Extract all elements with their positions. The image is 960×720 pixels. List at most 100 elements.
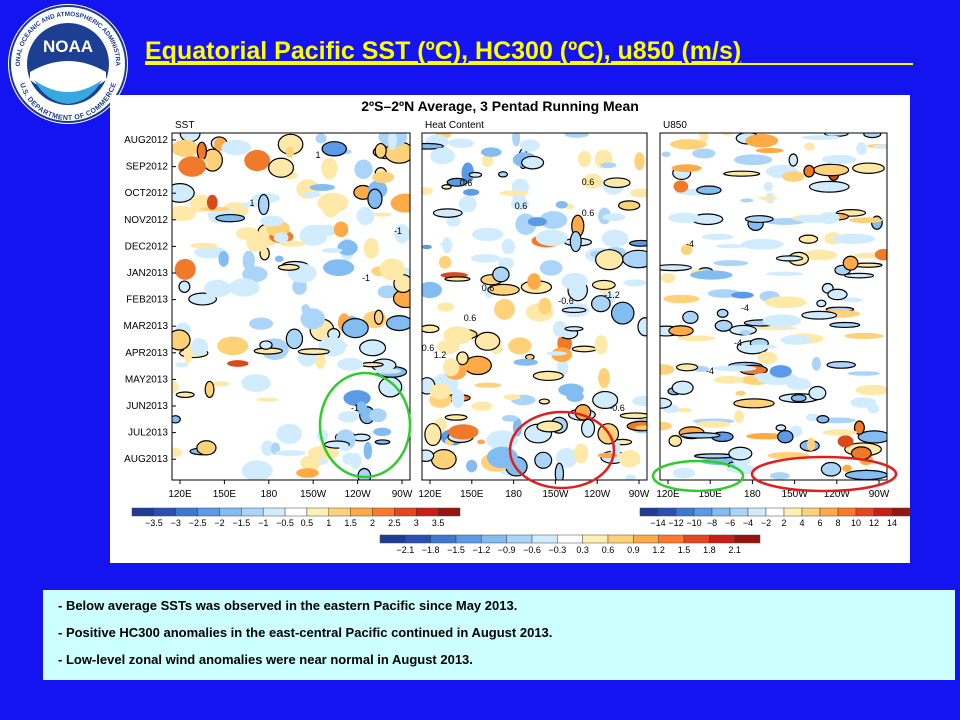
- contour-blob: [218, 250, 229, 267]
- contour-blob: [765, 271, 804, 276]
- colorbar-cell: [683, 534, 710, 544]
- colorbar-cell: [531, 534, 558, 544]
- contour-blob: [842, 255, 859, 271]
- contour-blob: [297, 348, 330, 356]
- colorbar-label: −0.5: [276, 518, 294, 528]
- contour-blob: [816, 299, 827, 308]
- contour-blob: [762, 314, 802, 328]
- contour-blob: [172, 381, 179, 394]
- contour-blob: [535, 229, 568, 247]
- contour-blob: [172, 139, 199, 157]
- time-label: FEB2013: [126, 295, 168, 306]
- colorbar-label: 12: [869, 518, 879, 528]
- contour-blob: [487, 283, 520, 296]
- contour-blob: [422, 324, 440, 334]
- contour-blob: [733, 398, 775, 409]
- panel-frame: [171, 132, 411, 481]
- contour-blob: [758, 196, 777, 201]
- contour-blob: [668, 435, 683, 447]
- contour-blob: [527, 217, 547, 227]
- contour-blob: [555, 201, 568, 209]
- contour-blob: [315, 133, 327, 144]
- time-label: JAN2013: [127, 268, 169, 279]
- contour-blob: [442, 237, 453, 254]
- contour-blob: [827, 288, 848, 301]
- contour-blob: [769, 365, 792, 378]
- contour-blob: [172, 415, 181, 424]
- contour-blob: [477, 439, 486, 445]
- contour-blob: [539, 260, 563, 276]
- colorbar-label: −3: [171, 518, 181, 528]
- contour-blob: [339, 444, 351, 452]
- colorbar-cell: [557, 534, 583, 544]
- contour-blob: [619, 412, 647, 420]
- contour-blob: [701, 233, 734, 240]
- contour-blob: [451, 388, 465, 409]
- contour-blob: [592, 390, 619, 410]
- colorbar-cell: [709, 534, 735, 544]
- contour-blob: [300, 455, 321, 471]
- contour-blob: [217, 336, 249, 356]
- contour-blob: [373, 427, 392, 437]
- time-label: AUG2013: [124, 454, 168, 465]
- contour-blob: [363, 237, 379, 259]
- contour-blob: [204, 380, 215, 398]
- contour-blob: [285, 328, 304, 350]
- contour-blob: [446, 216, 461, 227]
- logo-name: NOAA: [43, 37, 93, 56]
- contour-blob: [829, 321, 861, 329]
- contour-blob: [534, 451, 553, 469]
- lon-label: 180: [505, 489, 522, 500]
- contour-blob: [679, 432, 721, 439]
- contour-label: 0.6: [422, 343, 435, 353]
- contour-blob: [564, 133, 589, 138]
- contour-blob: [422, 244, 432, 250]
- contour-blob: [470, 254, 501, 263]
- contour-blob: [721, 133, 732, 136]
- contour-blob: [277, 263, 300, 271]
- contour-blob: [821, 154, 857, 165]
- contour-blob: [816, 415, 830, 424]
- lon-label: 180: [744, 489, 761, 500]
- highlight-circle: [508, 410, 616, 490]
- contour-blob: [731, 291, 754, 299]
- contour-label: -4: [706, 366, 714, 376]
- contour-field: [172, 133, 410, 480]
- contour-blob: [580, 418, 596, 438]
- contour-blob: [630, 188, 647, 198]
- contour-blob: [444, 414, 468, 421]
- contour-blob: [190, 338, 209, 356]
- colorbar-label: −0.9: [498, 545, 516, 555]
- colorbar-label: 0.6: [602, 545, 615, 555]
- contour-blob: [188, 292, 218, 306]
- contour-blob: [675, 363, 699, 372]
- colorbar-cell: [241, 507, 264, 517]
- colorbar-label: −8: [707, 518, 717, 528]
- contour-blob: [728, 446, 753, 461]
- time-label: SEP2012: [126, 162, 169, 173]
- contour-blob: [822, 429, 858, 436]
- contour-blob: [422, 142, 444, 150]
- contour-label: 1.2: [434, 350, 447, 360]
- contour-blob: [438, 255, 452, 269]
- contour-blob: [196, 141, 207, 161]
- contour-blob: [472, 227, 504, 241]
- contour-blob: [532, 370, 564, 382]
- contour-blob: [492, 266, 510, 283]
- contour-blob: [497, 171, 509, 178]
- contour-blob: [856, 141, 867, 156]
- contour-blob: [377, 285, 398, 299]
- contour-blob: [668, 212, 701, 224]
- contour-blob: [436, 340, 460, 354]
- contour-blob: [715, 244, 746, 249]
- contour-blob: [432, 208, 463, 218]
- contour-blob: [355, 401, 368, 415]
- colorbar-cell: [394, 507, 417, 517]
- contour-blob: [356, 206, 375, 226]
- contour-blob: [808, 385, 827, 401]
- contour-blob: [215, 213, 246, 223]
- contour-blob: [546, 351, 567, 356]
- contour-blob: [831, 233, 875, 245]
- colorbar-cell: [801, 507, 821, 517]
- contour-blob: [276, 423, 303, 444]
